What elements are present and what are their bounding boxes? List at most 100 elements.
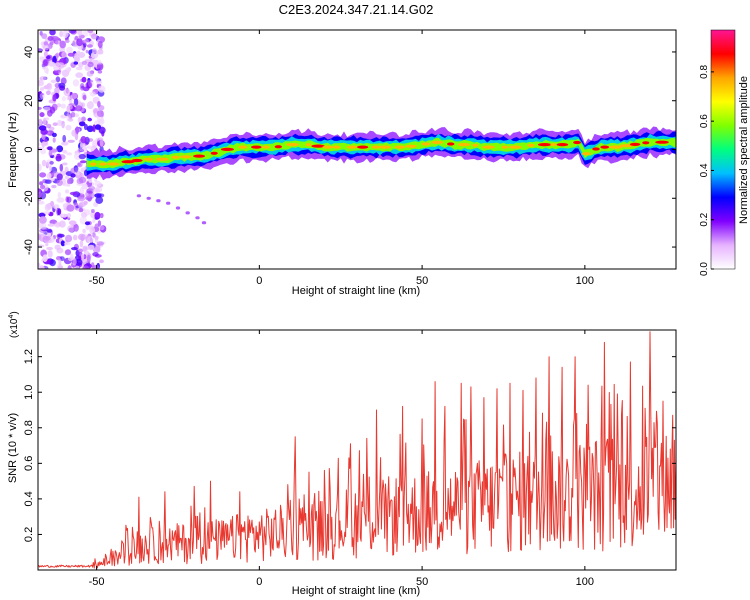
noise-blob <box>56 173 63 181</box>
noise-blob <box>54 221 61 228</box>
ridge-peak <box>619 144 634 148</box>
noise-blob <box>39 76 47 81</box>
noise-blob <box>79 83 85 91</box>
ridge-peak <box>171 155 180 159</box>
noise-blob <box>43 41 49 46</box>
noise-blob <box>80 136 87 144</box>
noise-blob <box>43 117 50 121</box>
noise-blob <box>79 145 88 153</box>
noise-blob <box>97 101 101 108</box>
noise-blob <box>59 85 66 91</box>
noise-blob <box>78 153 86 160</box>
x-tick-label: 0 <box>256 275 262 287</box>
snr-x-axis-label: Height of straight line (km) <box>292 585 420 597</box>
y-tick-label: 40 <box>23 46 35 58</box>
noise-blob <box>78 233 86 241</box>
noise-blob <box>92 217 96 224</box>
y-tick-label: -20 <box>23 190 35 206</box>
ridge-peak <box>357 145 369 149</box>
ridge-peak <box>573 140 582 145</box>
noise-blob <box>39 112 45 118</box>
x-tick-label: 100 <box>576 576 594 588</box>
noise-blob <box>41 33 48 39</box>
noise-blob <box>38 234 42 241</box>
noise-blob <box>72 258 77 266</box>
noise-blob <box>87 244 95 251</box>
noise-blob <box>99 225 105 231</box>
noise-blob <box>47 36 54 41</box>
noise-blob <box>94 188 100 193</box>
noise-blob <box>67 217 71 221</box>
noise-blob <box>82 228 86 234</box>
noise-blob <box>71 247 78 251</box>
noise-blob <box>61 213 68 218</box>
ridge-peak <box>131 158 143 163</box>
ridge-peak <box>482 145 495 149</box>
noise-blob <box>42 235 51 241</box>
noise-blob <box>86 125 94 133</box>
y-tick-label: 0.2 <box>23 527 35 542</box>
trace-point <box>146 196 151 200</box>
noise-blob <box>85 224 90 231</box>
ridge-peak <box>592 147 600 151</box>
noise-blob <box>56 179 63 186</box>
noise-blob <box>39 181 44 186</box>
noise-blob <box>83 38 89 44</box>
snr-series-line <box>38 331 676 569</box>
noise-blob <box>72 234 78 241</box>
noise-blob <box>91 265 100 269</box>
noise-blob <box>67 178 71 184</box>
ridge-peak <box>556 143 569 147</box>
noise-blob <box>97 70 103 74</box>
noise-blob <box>61 162 68 166</box>
chart-title: C2E3.2024.347.21.14.G02 <box>279 2 434 17</box>
y-tick-label: -40 <box>23 239 35 255</box>
noise-blob <box>38 125 47 131</box>
noise-blob <box>40 184 46 190</box>
noise-blob <box>53 66 59 71</box>
noise-blob <box>86 44 93 48</box>
noise-blob <box>97 40 103 49</box>
noise-blob <box>65 189 69 194</box>
colorbar-gradient <box>711 30 735 269</box>
noise-blob <box>61 141 69 146</box>
noise-blob <box>59 40 66 49</box>
ridge-peak <box>527 143 535 147</box>
noise-blob <box>81 76 87 83</box>
noise-blob <box>44 203 51 211</box>
noise-blob <box>66 112 70 121</box>
noise-blob <box>92 124 96 133</box>
x-tick-label: -50 <box>89 275 105 287</box>
noise-blob <box>87 117 92 122</box>
noise-blob <box>93 178 98 182</box>
noise-blob <box>97 64 103 69</box>
noise-blob <box>99 139 104 147</box>
noise-blob <box>78 176 87 184</box>
noise-blob <box>56 207 60 216</box>
noise-blob <box>95 80 103 85</box>
noise-blob <box>64 249 72 256</box>
noise-blob <box>60 103 66 109</box>
noise-blob <box>86 145 92 149</box>
noise-blob <box>86 70 94 77</box>
ridge-peak <box>508 145 522 149</box>
noise-blob <box>57 233 65 238</box>
ridge-peak <box>143 157 154 161</box>
ridge-peak <box>106 162 120 166</box>
spectrogram-y-axis: -40 -20 0 20 40 <box>23 46 676 255</box>
noise-blob <box>46 83 52 89</box>
noise-blob <box>68 220 77 226</box>
noise-blob <box>82 265 90 269</box>
noise-blob <box>65 124 72 131</box>
noise-blob <box>76 38 83 47</box>
noise-blob <box>55 76 61 83</box>
noise-blob <box>87 236 94 243</box>
noise-blob <box>61 51 67 58</box>
noise-blob <box>96 241 105 246</box>
noise-blob <box>63 242 71 246</box>
noise-blob <box>89 91 96 97</box>
noise-blob <box>60 77 67 85</box>
spectrogram-trace <box>136 194 207 225</box>
